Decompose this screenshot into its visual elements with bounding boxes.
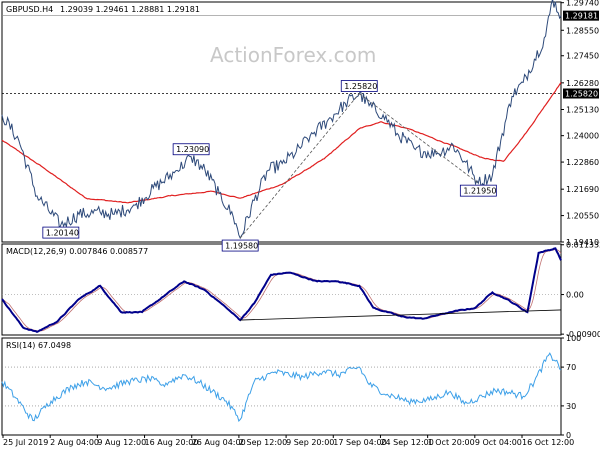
price-series-line [1,0,562,240]
price-annotation-box [42,226,80,239]
falling-trendline [359,93,479,184]
x-tick-label: 9 Oct 04:00 [475,438,522,447]
price-y-tick-label: 1.24000 [566,132,599,141]
horizontal-line-label: 1.25820 [565,90,598,99]
price-y-tick-label: 1.20550 [566,212,599,221]
price-y-tick-label: 1.28550 [566,26,599,35]
price-panel-title: GBPUSD.H4 [6,5,53,14]
rsi-panel-title: RSI(14) 67.0498 [6,341,71,350]
x-tick-label: 16 Oct 12:00 [522,438,574,447]
macd-y-tick-label: 0.00 [566,291,584,300]
current-price-label: 1.29181 [565,12,598,21]
x-tick-label: 9 Sep 20:00 [286,438,334,447]
price-annotation-label: 1.23090 [176,145,209,154]
macd-y-tick-label: 0.011332 [566,241,600,250]
rsi-panel: RSI(14) 67.0498 100 70 30 0 25 Jul 2019 2 Aug … [1,334,581,447]
price-annotation-box [221,239,259,252]
x-tick-label: 16 Aug 20:00 [145,438,199,447]
x-tick-label: 9 Aug 12:00 [97,438,146,447]
price-y-tick-label: 1.25130 [566,105,599,114]
macd-panel-title: MACD(12,26,9) 0.007846 0.008577 [6,247,148,256]
price-annotation-box [340,80,378,92]
macd-line [1,247,562,334]
rsi-y-tick-label: 30 [566,402,576,411]
ema-series-line [1,82,562,204]
price-y-tick-label: 1.26280 [566,79,599,88]
macd-panel-frame [1,243,562,336]
price-annotation-box [459,184,497,197]
horizontal-line-tag [563,88,599,99]
price-annotation-label: 1.25820 [344,82,377,91]
price-panel: GBPUSD.H4 1.29039 1.29461 1.28881 1.29181… [1,0,599,252]
rsi-panel-frame [1,337,562,436]
x-tick-label: 2 Aug 04:00 [50,438,99,447]
rsi-line [1,352,562,422]
current-price-tag [563,10,599,21]
price-y-tick-label: 1.21690 [566,185,599,194]
price-annotation-box [172,143,210,156]
x-tick-label: 25 Jul 2019 [3,438,48,447]
x-tick-label: 24 Sep 12:00 [380,438,433,447]
x-tick-label: 17 Sep 04:00 [333,438,386,447]
ohlc-label: 1.29039 1.29461 1.28881 1.29181 [60,5,200,14]
price-annotation-label: 1.19580 [225,242,258,251]
x-tick-label: 26 Aug 04:00 [192,438,246,447]
price-y-tick-label: 1.19410 [566,238,599,247]
macd-y-tick-label: -0.009006 [566,330,600,339]
price-annotation-label: 1.21950 [463,187,496,196]
macd-trendline [240,309,562,321]
rsi-y-tick-label: 100 [566,334,581,343]
x-tick-label: 2 Sep 12:00 [239,438,287,447]
watermark: ActionForex.com [210,43,376,67]
price-y-tick-label: 1.22860 [566,158,599,167]
rsi-y-tick-label: 70 [566,363,576,372]
price-panel-frame [1,1,562,243]
x-tick-label: 1 Oct 20:00 [428,438,475,447]
price-y-tick-label: 1.27450 [566,52,599,61]
macd-panel: MACD(12,26,9) 0.007846 0.008577 0.011332 0… [1,241,600,339]
price-y-tick-label: 1.29740 [566,0,599,8]
price-annotation-label: 1.20140 [46,229,79,238]
rising-trendline [239,93,360,239]
rsi-y-tick-label: 0 [566,431,571,440]
